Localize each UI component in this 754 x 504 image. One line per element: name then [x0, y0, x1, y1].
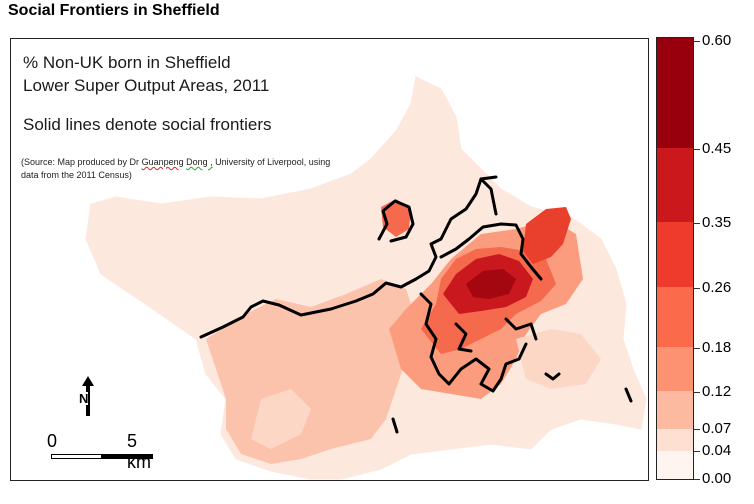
map-annotation-block: % Non-UK born in Sheffield Lower Super O… — [23, 51, 272, 136]
legend-label-0.00: 0.00 — [702, 470, 732, 487]
scale-segment-white — [51, 454, 102, 459]
legend-label-0.26: 0.26 — [702, 279, 732, 296]
legend-label-0.60: 0.60 — [702, 32, 732, 49]
legend-tick — [694, 223, 700, 224]
legend-swatch-0.45-0.60 — [657, 38, 693, 148]
legend-tick — [694, 392, 700, 393]
source-suffix: University of Liverpool, using data from… — [21, 157, 331, 180]
legend-label-0.45: 0.45 — [702, 140, 732, 157]
legend-tick — [694, 288, 700, 289]
northeast-block — [523, 207, 571, 264]
legend-swatch-0.07-0.12 — [657, 391, 693, 429]
legend-swatch-0.18-0.26 — [657, 287, 693, 347]
scale-start-label: 0 — [47, 431, 58, 451]
southwest-suburbs — [251, 389, 311, 449]
page-title: Social Frontiers in Sheffield — [8, 2, 220, 19]
legend-swatch-0.04-0.07 — [657, 429, 693, 451]
map-frame: % Non-UK born in Sheffield Lower Super O… — [10, 38, 649, 481]
legend-swatch-0.12-0.18 — [657, 347, 693, 391]
northwest-patch — [381, 199, 411, 237]
legend-label-0.07: 0.07 — [702, 420, 732, 437]
legend-tick — [694, 149, 700, 150]
source-author-firstname: Guanpeng — [141, 157, 184, 167]
sheffield-choropleth-map — [85, 76, 647, 480]
legend-label-0.04: 0.04 — [702, 442, 732, 459]
map-subtitle: Solid lines denote social frontiers — [23, 115, 272, 134]
source-note: (Source: Map produced by Dr Guanpeng Don… — [21, 156, 341, 182]
legend-label-0.18: 0.18 — [702, 339, 732, 356]
legend-tick — [694, 429, 700, 430]
legend-tick — [694, 348, 700, 349]
source-author-surname: Dong , — [186, 157, 213, 167]
legend-tick — [694, 479, 700, 480]
map-title-line2: Lower Super Output Areas, 2011 — [23, 76, 270, 95]
legend-label-0.35: 0.35 — [702, 214, 732, 231]
source-prefix: (Source: Map produced by Dr — [21, 157, 142, 167]
north-label: N — [79, 391, 89, 406]
map-title-line1: % Non-UK born in Sheffield — [23, 53, 231, 72]
scale-bar: 0 5 km — [47, 431, 157, 472]
legend-label-0.12: 0.12 — [702, 383, 732, 400]
scale-segment-black — [102, 454, 153, 459]
legend-tick — [694, 451, 700, 452]
legend-color-bar — [656, 37, 694, 480]
legend-swatch-0.26-0.35 — [657, 222, 693, 287]
north-arrow-icon: N — [77, 376, 99, 423]
social-frontier-lines — [199, 175, 633, 434]
legend-swatch-0.00-0.04 — [657, 451, 693, 479]
scale-end-label: 5 km — [127, 431, 151, 472]
core-highest — [466, 269, 516, 299]
legend-tick — [694, 41, 700, 42]
east-suburbs — [516, 329, 601, 389]
legend-swatch-0.35-0.45 — [657, 148, 693, 222]
